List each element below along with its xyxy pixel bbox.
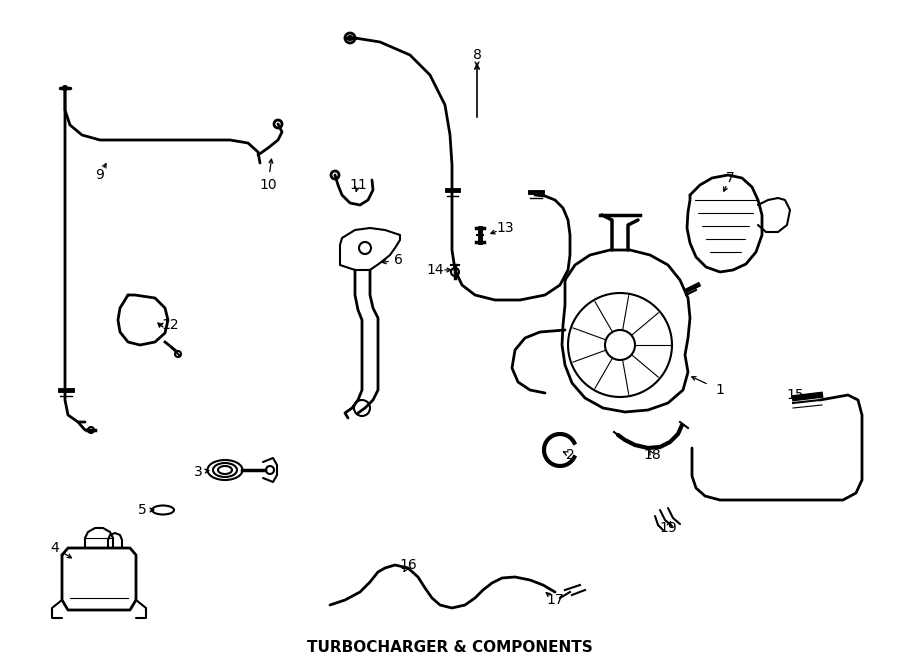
- Text: 1: 1: [716, 383, 724, 397]
- Text: TURBOCHARGER & COMPONENTS: TURBOCHARGER & COMPONENTS: [307, 641, 593, 656]
- Text: 16: 16: [399, 558, 417, 572]
- Text: 5: 5: [138, 503, 147, 517]
- Text: 3: 3: [194, 465, 202, 479]
- Text: 14: 14: [427, 263, 444, 277]
- Text: 11: 11: [349, 178, 367, 192]
- Text: 4: 4: [50, 541, 59, 555]
- Text: 12: 12: [161, 318, 179, 332]
- Text: 10: 10: [259, 178, 277, 192]
- Text: 8: 8: [472, 48, 482, 62]
- Text: 2: 2: [565, 448, 574, 462]
- Text: 13: 13: [496, 221, 514, 235]
- Text: 6: 6: [393, 253, 402, 267]
- Text: 15: 15: [787, 388, 804, 402]
- Text: 18: 18: [644, 448, 661, 462]
- Text: 7: 7: [725, 171, 734, 185]
- Text: 9: 9: [95, 168, 104, 182]
- Text: 19: 19: [659, 521, 677, 535]
- Text: 17: 17: [546, 593, 563, 607]
